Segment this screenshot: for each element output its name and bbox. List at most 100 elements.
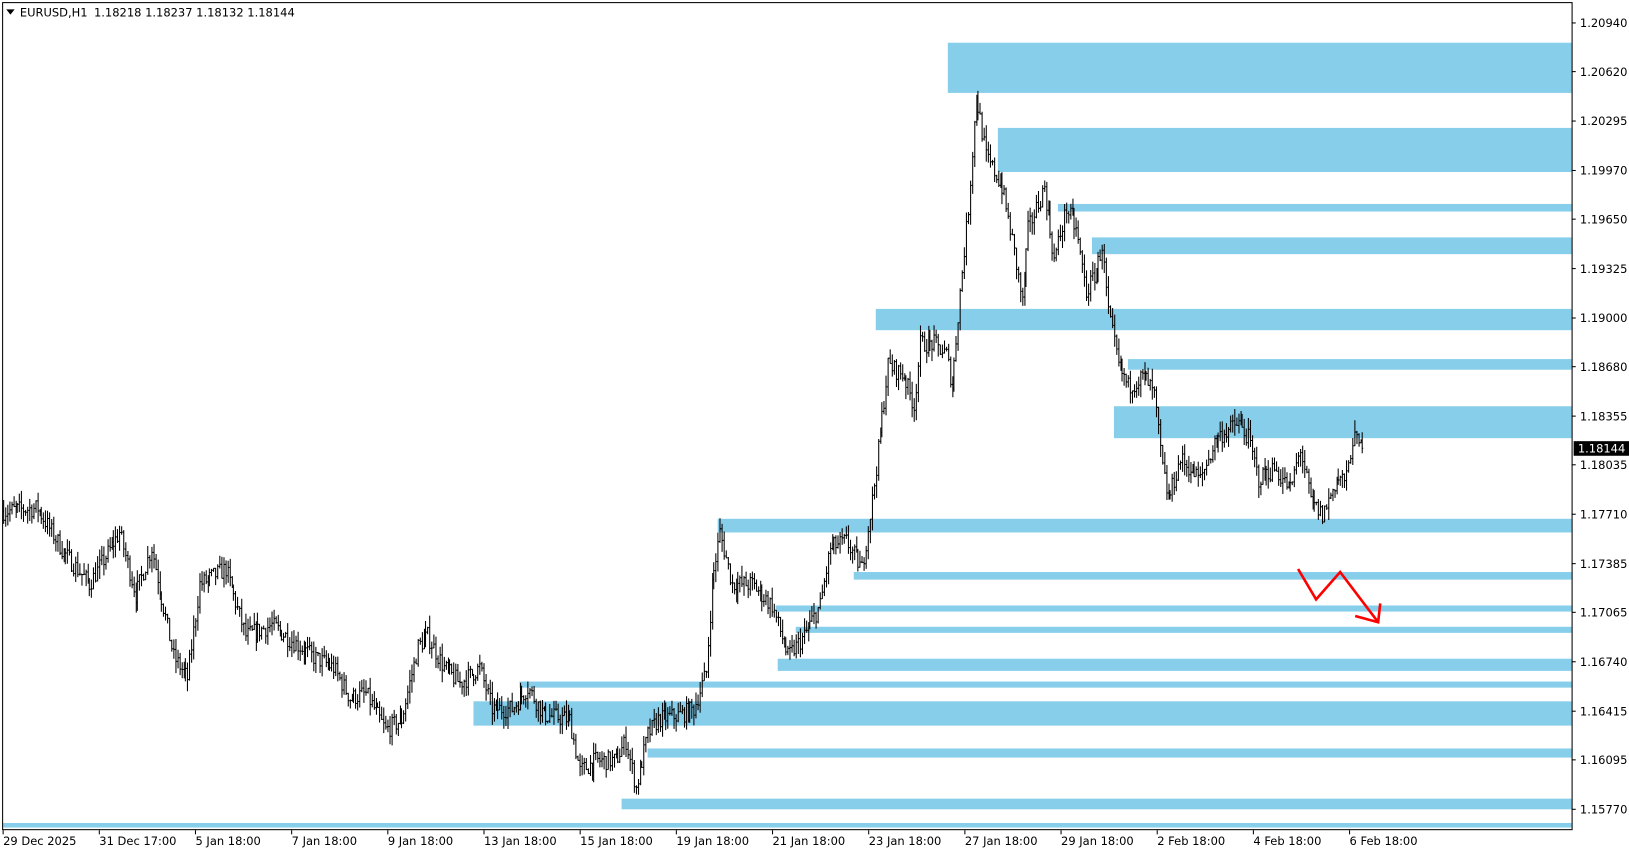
y-tick-label: 1.19970 (1580, 164, 1627, 178)
x-tick-label: 5 Jan 18:00 (195, 834, 260, 848)
ohlc-bar (20, 490, 23, 520)
sr-zone[interactable] (777, 658, 1572, 671)
ohlc-bar (122, 530, 125, 558)
ohlc-bar (939, 344, 942, 356)
ohlc-bar (705, 670, 708, 678)
y-tick-label: 1.16415 (1580, 704, 1627, 718)
price-axis[interactable]: 1.20940 1.20620 1.20295 1.19970 1.19650 1.193… (1571, 16, 1628, 816)
ohlc-bar (251, 624, 254, 631)
ohlc-bar (308, 637, 311, 651)
ohlc-bar (771, 587, 774, 617)
ohlc-bar (784, 637, 787, 656)
ohlc-bar (395, 713, 398, 735)
ohlc-bar (875, 466, 878, 498)
ohlc-bar (142, 573, 145, 581)
ohlc-bar (30, 504, 33, 524)
ohlc-bar (836, 535, 840, 549)
ohlc-bar (280, 629, 283, 641)
ohlc-bar (412, 657, 416, 683)
ohlc-bar (937, 333, 940, 357)
ohlc-bar (923, 331, 926, 352)
ohlc-bar (775, 609, 778, 623)
ohlc-bar (417, 638, 420, 667)
sr-zone[interactable] (1127, 359, 1572, 370)
ohlc-bar (906, 377, 910, 395)
sr-zone[interactable] (947, 42, 1572, 93)
ohlc-bar (480, 661, 483, 672)
ohlc-bar (668, 706, 671, 716)
ohlc-bar (640, 761, 643, 768)
x-tick-label: 29 Dec 2025 (3, 834, 76, 848)
ohlc-bar (489, 679, 492, 705)
ohlc-bar (607, 749, 610, 771)
ohlc-bar (688, 701, 691, 723)
ohlc-bar (909, 371, 912, 401)
ohlc-bar (319, 652, 322, 673)
sr-zone[interactable] (1057, 203, 1572, 212)
ohlc-bar (877, 439, 880, 481)
sr-zone[interactable] (795, 626, 1572, 633)
ohlc-bar (1223, 429, 1226, 448)
ohlc-bar (707, 636, 710, 678)
ohlc-bar (819, 592, 822, 610)
sr-zone[interactable] (775, 605, 1572, 612)
sr-zone[interactable] (997, 127, 1572, 173)
ohlc-bar (1295, 452, 1298, 475)
ohlc-bar (42, 512, 45, 529)
ohlc-bar (847, 525, 850, 554)
ohlc-bar (989, 144, 992, 168)
ohlc-bar (666, 707, 669, 729)
ohlc-bar (432, 634, 435, 649)
sr-zone[interactable] (519, 681, 1572, 688)
ohlc-bar (112, 530, 115, 559)
ohlc-bar (609, 751, 612, 772)
ohlc-bar (210, 568, 213, 577)
sr-zone[interactable] (3, 822, 1572, 828)
sr-zone[interactable] (717, 518, 1572, 533)
ohlc-bar (126, 551, 129, 569)
sr-zone[interactable] (473, 701, 1572, 726)
sr-zone[interactable] (875, 308, 1572, 331)
ohlc-bar (1185, 459, 1188, 477)
sr-zone[interactable] (621, 798, 1572, 810)
ohlc-bar (157, 559, 160, 595)
ohlc-bar (897, 364, 900, 391)
y-tick-label: 1.19000 (1580, 311, 1627, 325)
ohlc-bar (1123, 367, 1126, 386)
ohlc-bar (971, 151, 974, 194)
ohlc-bar (338, 671, 341, 681)
ohlc-bar (1349, 454, 1352, 464)
ohlc-bar (393, 709, 396, 726)
ohlc-bar (288, 637, 291, 652)
ohlc-bar (461, 681, 464, 695)
ohlc-bar (1144, 370, 1148, 381)
triangle-down-icon[interactable] (6, 9, 15, 15)
ohlc-bar (1091, 261, 1094, 281)
ohlc-bar (356, 694, 359, 711)
ohlc-bar (552, 700, 556, 725)
sr-zone[interactable] (1091, 237, 1572, 255)
sr-zone[interactable] (647, 748, 1572, 758)
ohlc-bar (325, 650, 328, 668)
time-axis[interactable]: 29 Dec 2025 31 Dec 17:00 5 Jan 18:00 7 Jan … (2, 830, 1418, 848)
ohlc-bar (249, 616, 252, 631)
ohlc-bar (594, 743, 597, 761)
ohlc-bar (799, 628, 802, 658)
ohlc-bar (825, 566, 828, 588)
ohlc-bar (146, 546, 149, 575)
ohlc-bar (1347, 460, 1350, 473)
ohlc-bar (1173, 471, 1176, 495)
ohlc-bar (275, 616, 278, 624)
sr-zone[interactable] (853, 572, 1572, 580)
ohlc-bar (227, 560, 230, 583)
ohlc-bar (1315, 501, 1318, 506)
ohlc-bar (1072, 207, 1076, 240)
ohlc-bar (354, 688, 357, 709)
ohlc-bar (450, 663, 453, 675)
ohlc-bar (738, 575, 741, 593)
sr-zone[interactable] (1113, 406, 1572, 439)
ohlc-bar (1213, 435, 1217, 461)
x-tick-label: 15 Jan 18:00 (580, 834, 653, 848)
ohlc-bar (511, 692, 514, 713)
